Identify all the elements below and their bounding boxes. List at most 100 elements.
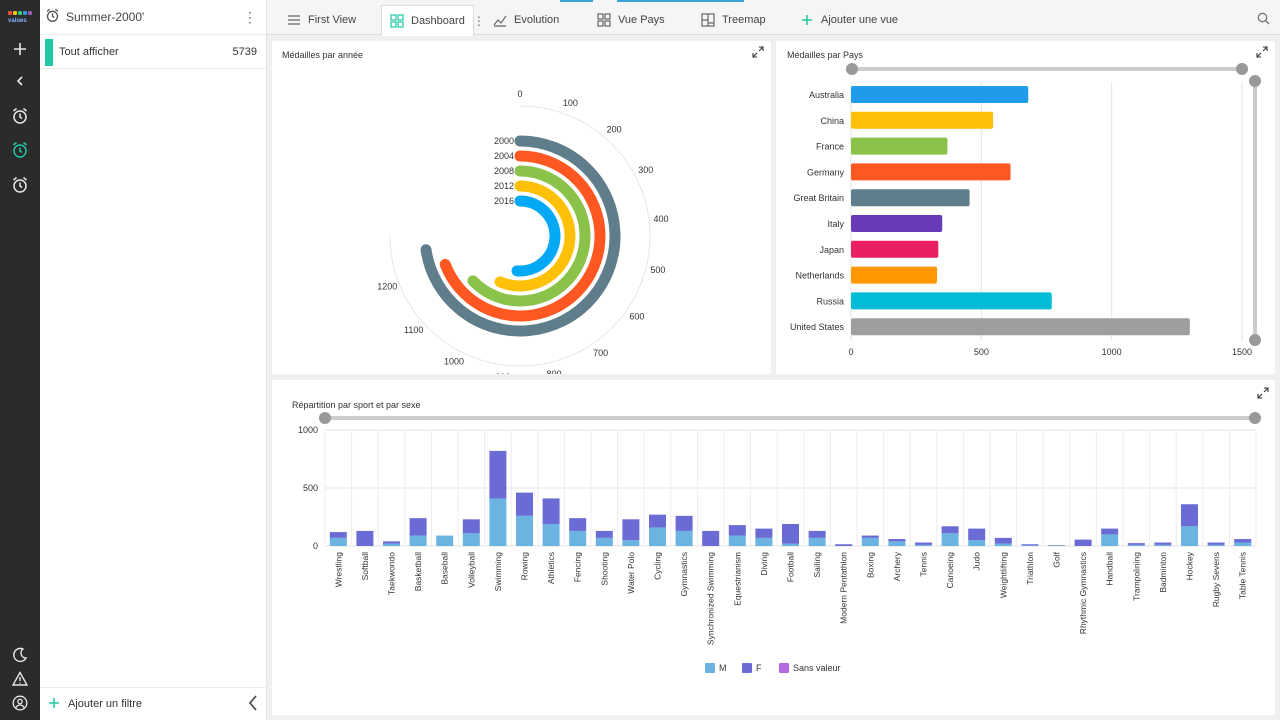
radial-axis-arc [389, 105, 651, 367]
category-label: Taekwondo [387, 552, 397, 595]
x-tick-label: 1000 [1102, 347, 1122, 357]
category-label: Rugby Sevens [1211, 552, 1221, 607]
radial-tick-label: 600 [629, 312, 644, 322]
expand-icon[interactable] [1256, 46, 1268, 58]
range-slider-handle [846, 63, 858, 75]
country-chart-card: Médailles par Pays 0 500 1000 1500 Australia… [776, 41, 1275, 374]
bar-Softball-F [356, 530, 374, 546]
bar-Volleyball-M [462, 533, 480, 546]
bar-Football-F [782, 523, 799, 544]
treemap-icon [701, 13, 715, 27]
category-label: Baseball [440, 552, 450, 585]
expand-icon[interactable] [1257, 387, 1269, 399]
bar-Trampolining-M [1127, 544, 1145, 546]
bar-Shooting-F [595, 530, 613, 538]
vertical-slider-handle [1249, 75, 1261, 87]
filter-set-title[interactable]: Summer-2000' [66, 10, 145, 24]
search-icon[interactable] [1257, 12, 1270, 28]
bar-Cycling-M [649, 527, 666, 546]
category-label: Fencing [573, 552, 583, 583]
radial-bar-2004 [439, 150, 606, 322]
dashboard-icon [390, 14, 404, 28]
bar-Boxing-M [861, 537, 879, 546]
dark-mode-moon-icon[interactable] [8, 643, 32, 667]
bar-Tennis-F [915, 542, 932, 545]
bar-Judo-F [968, 528, 986, 541]
category-label: Archery [892, 551, 902, 581]
bar-Diving-M [755, 537, 773, 546]
category-label: Basketball [413, 552, 423, 591]
bar-Australia [851, 86, 1029, 103]
radial-tick-label: 100 [563, 98, 578, 108]
range-slider-handle [1236, 63, 1248, 75]
warning-icon[interactable] [8, 667, 32, 691]
radial-bar-chart: 0 100 200 300 400 500 600 700 800 900 1000 1100 1200… [377, 89, 668, 374]
radial-category-label: 2016 [494, 196, 514, 206]
bar-Rowing-F [516, 492, 533, 516]
expand-icon[interactable] [752, 46, 764, 58]
tab-vue-pays[interactable]: Vue Pays [589, 5, 673, 35]
bar-Rowing-M [516, 515, 533, 546]
radial-tick-label: 1200 [377, 281, 397, 291]
bar-Triathlon-F [1021, 544, 1039, 546]
tab-dashboard[interactable]: Dashboard ⋮ [381, 5, 485, 36]
legend-swatch [705, 663, 715, 673]
alarm-clock-icon[interactable] [8, 104, 32, 128]
category-label: France [816, 142, 844, 152]
collapse-chevron-icon[interactable] [8, 69, 32, 93]
filter-item-show-all[interactable]: Tout afficher 5739 [40, 35, 266, 69]
y-tick-label: 1000 [298, 425, 318, 435]
filter-item-count: 5739 [232, 45, 257, 58]
app-logo[interactable]: values [8, 9, 32, 27]
tab-label: First View [308, 14, 357, 26]
more-vertical-icon[interactable]: ⋮ [472, 14, 485, 28]
category-label: Volleyball [466, 552, 476, 588]
list-icon [287, 13, 301, 27]
legend-label: Sans valeur [793, 663, 841, 673]
radial-bar-2016 [511, 195, 561, 277]
sport-stacked-bar-chart: 0 500 1000 Wrestling Softball Taekwondo Basket… [298, 412, 1261, 673]
tab-first-view[interactable]: First View [279, 5, 364, 35]
chart-title: Répartition par sport et par sexe [292, 400, 421, 410]
add-icon[interactable] [8, 37, 32, 61]
tab-evolution[interactable]: Evolution [485, 5, 567, 35]
tab-label: Treemap [722, 14, 766, 26]
radial-bar-2008 [467, 165, 591, 307]
more-vertical-icon[interactable]: ⋮ [243, 9, 257, 25]
bar-Rugby Sevens-M [1207, 544, 1225, 546]
bar-Water Polo-M [622, 540, 640, 546]
radial-tick-label: 800 [546, 369, 561, 374]
add-filter-plus-icon[interactable] [48, 697, 60, 712]
alarm-clock-active-icon[interactable] [8, 138, 32, 162]
bar-Gymnastics-M [675, 530, 693, 546]
legend-swatch [779, 663, 789, 673]
category-label: Football [786, 552, 796, 582]
category-label: Water Polo [626, 552, 636, 594]
tab-label: Vue Pays [618, 14, 665, 26]
bar-Rhythmic Gymnastics-F [1074, 539, 1092, 546]
bar-Shooting-M [595, 537, 613, 546]
view-tab-bar: First View Dashboard ⋮ Evolution Vue Pay… [267, 0, 1280, 36]
add-filter-bar: Ajouter un filtre [40, 687, 267, 720]
collapse-panel-chevron-icon[interactable] [247, 694, 259, 715]
sport-chart-card: Répartition par sport et par sexe 0 500 10… [272, 380, 1275, 715]
category-label: Canoeing [945, 552, 955, 589]
tab-treemap[interactable]: Treemap [693, 5, 774, 35]
category-label: Handball [1105, 552, 1115, 586]
category-label: Australia [809, 90, 844, 100]
alarm-clock-icon[interactable] [8, 173, 32, 197]
bar-Handball-M [1101, 534, 1119, 546]
bar-Diving-F [755, 528, 773, 538]
category-label: Cycling [653, 552, 663, 580]
radial-tick-label: 0 [517, 89, 522, 99]
bar-Weightlifting-M [994, 543, 1012, 546]
add-filter-button[interactable]: Ajouter un filtre [68, 698, 142, 710]
user-account-icon[interactable] [8, 691, 32, 715]
add-view-button[interactable]: Ajouter une vue [792, 5, 906, 35]
bar-Equestrianism-M [728, 535, 746, 546]
legend-swatch [742, 663, 752, 673]
category-label: Gymnastics [679, 552, 689, 596]
bar-Netherlands [851, 266, 938, 284]
category-label: Rowing [520, 552, 530, 581]
category-label: Weightlifting [998, 552, 1008, 598]
